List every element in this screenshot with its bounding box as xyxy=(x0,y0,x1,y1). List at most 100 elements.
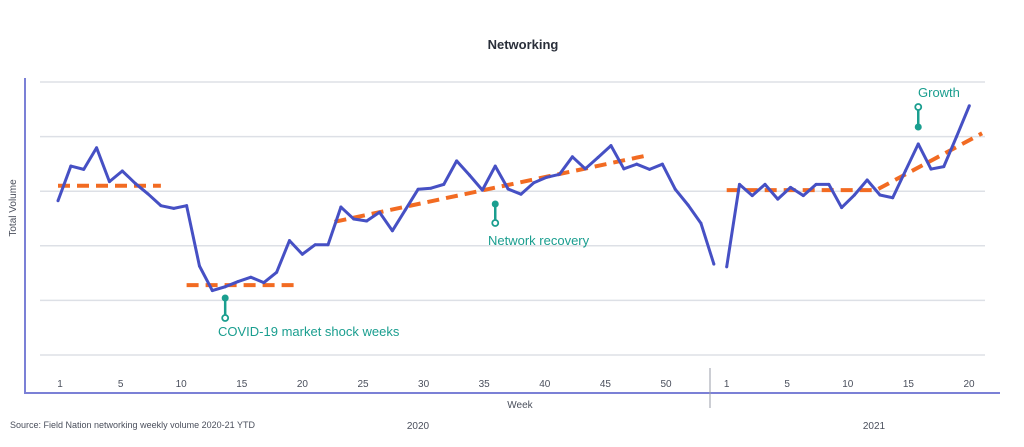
source-note: Source: Field Nation networking weekly v… xyxy=(10,420,255,430)
data-point xyxy=(159,204,163,208)
trend-line xyxy=(334,152,650,224)
data-point xyxy=(622,167,626,171)
data-point xyxy=(558,172,562,176)
annotation: Growth xyxy=(914,85,960,131)
year-label-2021: 2021 xyxy=(863,421,886,432)
data-point xyxy=(365,219,369,223)
annotation-pin-icon xyxy=(491,200,500,227)
trend-lines xyxy=(58,131,984,288)
data-point xyxy=(352,217,356,221)
data-point xyxy=(814,182,818,186)
data-point xyxy=(56,199,60,203)
data-point xyxy=(262,281,266,285)
data-point xyxy=(725,265,729,269)
chart-title: Networking xyxy=(488,37,559,52)
x-tick-label: 30 xyxy=(418,379,430,390)
data-point xyxy=(865,178,869,182)
x-tick-label: 45 xyxy=(600,379,612,390)
x-tick-label: 50 xyxy=(660,379,672,390)
x-tick-label: 5 xyxy=(118,379,124,390)
data-point xyxy=(570,155,574,159)
x-tick-label: 35 xyxy=(479,379,491,390)
data-point xyxy=(210,289,214,293)
data-point xyxy=(545,175,549,179)
x-tick-label: 1 xyxy=(724,379,730,390)
trend-line xyxy=(726,131,984,193)
data-point xyxy=(275,270,279,274)
data-point xyxy=(172,206,176,210)
data-point xyxy=(699,221,703,225)
data-point xyxy=(903,169,907,173)
x-tick-label: 20 xyxy=(297,379,309,390)
data-point xyxy=(583,167,587,171)
x-tick-label: 1 xyxy=(57,379,63,390)
annotation: Network recovery xyxy=(488,200,590,248)
data-point xyxy=(776,197,780,201)
data-point xyxy=(712,262,716,266)
data-point xyxy=(197,264,201,268)
data-point xyxy=(686,203,690,207)
data-point xyxy=(236,280,240,284)
data-point xyxy=(955,135,959,139)
data-point xyxy=(596,155,600,159)
data-point xyxy=(648,167,652,171)
data-point xyxy=(120,169,124,173)
annotation: COVID-19 market shock weeks xyxy=(218,294,400,339)
series-lines xyxy=(56,104,971,293)
data-point xyxy=(750,194,754,198)
data-point xyxy=(300,252,304,256)
data-point xyxy=(878,193,882,197)
x-axis-label: Week xyxy=(507,400,533,411)
data-point xyxy=(480,188,484,192)
x-tick-label: 15 xyxy=(903,379,915,390)
data-point xyxy=(133,181,137,185)
data-point xyxy=(339,205,343,209)
annotations: COVID-19 market shock weeks Network recov… xyxy=(218,85,960,339)
annotation-label: Network recovery xyxy=(488,233,590,248)
data-point xyxy=(378,210,381,214)
data-point xyxy=(146,192,150,196)
data-point xyxy=(801,194,805,198)
x-tick-label: 10 xyxy=(176,379,188,390)
data-point xyxy=(967,104,971,108)
x-tick-label: 5 xyxy=(784,379,790,390)
data-point xyxy=(69,164,73,168)
x-tick-label: 25 xyxy=(357,379,369,390)
data-point xyxy=(95,146,99,150)
data-point xyxy=(455,159,459,163)
data-point xyxy=(763,182,767,186)
data-point xyxy=(326,243,330,247)
x-tick-label: 10 xyxy=(842,379,854,390)
data-point xyxy=(442,182,446,186)
data-point xyxy=(789,185,793,189)
x-tick-label: 40 xyxy=(539,379,551,390)
data-point xyxy=(506,187,510,191)
data-point xyxy=(891,196,895,200)
data-point xyxy=(403,208,407,212)
annotation-pin-icon xyxy=(914,103,923,131)
x-tick-labels: 1 5 10 15 20 25 30 35 40 45 50 1 5 10 15 20 xyxy=(57,379,975,390)
data-point xyxy=(249,275,253,279)
data-point xyxy=(635,162,639,166)
data-point xyxy=(737,182,741,186)
data-point xyxy=(493,164,497,168)
data-point xyxy=(429,186,433,190)
data-point xyxy=(416,187,420,191)
data-point xyxy=(468,173,472,177)
data-point xyxy=(223,285,227,289)
x-tick-label: 20 xyxy=(963,379,975,390)
data-point xyxy=(519,192,523,196)
y-axis-label: Total Volume xyxy=(8,179,19,237)
data-point xyxy=(313,243,317,247)
series-line-2021 xyxy=(725,105,971,268)
series-line-2020 xyxy=(56,144,716,293)
data-point xyxy=(287,239,291,243)
data-point xyxy=(840,206,844,210)
annotation-label: Growth xyxy=(918,85,960,100)
data-point xyxy=(942,165,946,169)
data-point xyxy=(929,167,933,171)
data-point xyxy=(532,181,536,185)
data-point xyxy=(82,167,86,171)
data-point xyxy=(390,229,394,233)
